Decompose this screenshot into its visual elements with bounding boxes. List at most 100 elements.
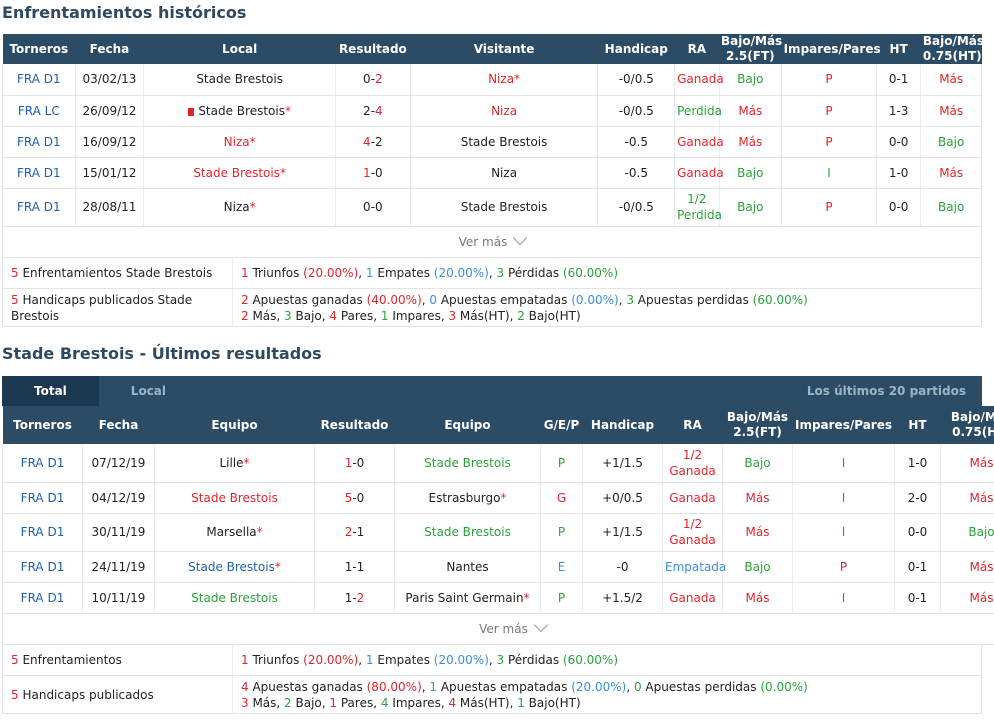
column-header: Fecha	[82, 406, 155, 444]
odd-even-value: I	[841, 590, 846, 605]
league-link[interactable]: FRA LC	[17, 103, 60, 118]
league-link[interactable]: FRA D1	[20, 590, 65, 605]
table-cell: I	[792, 482, 895, 514]
odd-even-value: P	[839, 559, 848, 574]
league-link[interactable]: FRA D1	[20, 525, 65, 539]
table-cell: Más	[722, 482, 793, 514]
summary-text: Apuestas perdidas	[633, 292, 753, 307]
score-separator: -	[370, 165, 376, 180]
tab-total[interactable]: Total	[2, 376, 99, 406]
team-name[interactable]: Stade Brestois	[460, 200, 548, 214]
league-link[interactable]: FRA D1	[17, 200, 61, 214]
h2h-table: Torneros Fecha Local Resultado Visitante Hand…	[2, 34, 984, 258]
team-name[interactable]: Niza	[488, 72, 515, 87]
table-cell: 1-0	[335, 157, 411, 189]
score-away: 2	[375, 134, 383, 149]
table-cell: P	[540, 513, 583, 552]
league-link[interactable]: FRA D1	[17, 72, 61, 87]
table-cell: 1-2	[314, 582, 395, 614]
odd-even-value: P	[825, 200, 833, 214]
column-header: G/E/P	[540, 406, 583, 444]
team-name[interactable]: Niza	[491, 103, 518, 118]
star-marker: *	[249, 200, 256, 214]
league-link[interactable]: FRA D1	[20, 455, 65, 470]
team-name[interactable]: Stade Brestois	[196, 72, 283, 87]
table-cell: Más	[920, 64, 982, 96]
match-date: 04/12/19	[91, 490, 146, 505]
table-cell: +0/0.5	[582, 482, 663, 514]
table-cell: -0	[582, 551, 663, 583]
summary-text: (80.00%)	[366, 679, 422, 694]
team-name[interactable]: Stade Brestois	[191, 490, 278, 505]
table-cell: 28/08/11	[74, 188, 144, 227]
table-cell: Bajo	[940, 513, 994, 552]
score-separator: -	[370, 72, 376, 87]
ht-over-under-value: Más	[969, 559, 994, 574]
table-cell: 0-2	[335, 64, 411, 96]
team-name[interactable]: Paris Saint Germain	[405, 590, 524, 605]
team-name[interactable]: Stade Brestois	[191, 590, 278, 605]
team-name[interactable]: Nantes	[446, 559, 489, 574]
summary-text: Apuestas ganadas	[248, 679, 367, 694]
table-row: FRA D1 10/11/19 Stade Brestois 1-2 Paris Sai…	[2, 582, 994, 614]
table-cell: P	[540, 444, 583, 483]
league-link[interactable]: FRA D1	[17, 134, 61, 149]
handicap-value: -0/0.5	[618, 200, 654, 214]
column-header: Handicap	[582, 406, 663, 444]
summary-text: ,	[421, 679, 430, 694]
score-home: 0	[363, 200, 371, 214]
team-name[interactable]: Niza	[223, 200, 250, 214]
odd-even-value: I	[827, 165, 831, 180]
table-cell: 16/09/12	[74, 126, 144, 158]
show-more-row[interactable]: Ver más	[2, 613, 994, 645]
recent-table: Torneros Fecha Equipo Resultado Equipo G/E/P H…	[2, 406, 994, 645]
over-under-value: Más	[745, 525, 770, 539]
summary-text: (20.00%)	[303, 265, 359, 280]
team-name[interactable]: Stade Brestois	[460, 134, 548, 149]
show-more-button[interactable]: Ver más	[2, 613, 994, 645]
league-link[interactable]: FRA D1	[20, 490, 65, 505]
team-name[interactable]: Stade Brestois	[424, 525, 511, 539]
table-cell: Stade Brestois	[143, 64, 336, 96]
team-name[interactable]: Estrasburgo	[428, 490, 501, 505]
table-cell: 30/11/19	[82, 513, 155, 552]
match-date: 03/02/13	[82, 72, 137, 87]
score-home: 2	[344, 525, 353, 539]
team-name[interactable]: Stade Brestois	[188, 559, 275, 574]
league-link[interactable]: FRA D1	[17, 165, 61, 180]
table-cell: 0-0	[875, 126, 921, 158]
table-cell: Paris Saint Germain*	[394, 582, 541, 614]
handicap-value: -0/0.5	[618, 103, 654, 118]
table-cell: Ganada	[662, 582, 723, 614]
star-marker: *	[279, 165, 286, 180]
summary-results: 1 Triunfos (20.00%), 1 Empates (20.00%),…	[232, 257, 982, 289]
score-separator: -	[352, 455, 357, 470]
table-cell: FRA LC	[2, 95, 76, 127]
summary-text: (20.00%)	[433, 265, 489, 280]
table-cell: 1/2 Ganada	[662, 444, 723, 483]
team-name[interactable]: Stade Brestois	[198, 103, 285, 118]
team-name[interactable]: Niza	[223, 134, 250, 149]
last-matches-selector[interactable]: Los últimos 20 partidos	[806, 384, 966, 398]
show-more-button[interactable]: Ver más	[2, 226, 982, 258]
team-name[interactable]: Marsella	[206, 525, 257, 539]
halftime-score: 1-0	[907, 455, 928, 470]
table-cell: FRA D1	[2, 188, 76, 227]
table-cell: Perdida	[674, 95, 722, 127]
team-name[interactable]: Niza	[491, 165, 518, 180]
odd-even-value: I	[841, 455, 846, 470]
over-under-value: Bajo	[744, 559, 771, 574]
tab-local[interactable]: Local	[130, 384, 167, 398]
chevron-down-icon	[513, 230, 528, 245]
score-away: 0	[356, 455, 365, 470]
team-name[interactable]: Lille	[219, 455, 244, 470]
table-cell: -0/0.5	[597, 188, 675, 227]
team-name[interactable]: Stade Brestois	[424, 455, 511, 470]
show-more-row[interactable]: Ver más	[2, 226, 982, 258]
table-cell: Más	[940, 444, 994, 483]
summary-text: 0	[633, 679, 642, 694]
table-row: FRA LC 26/09/12 Stade Brestois* 2-4 Niza -0/0…	[2, 95, 982, 127]
league-link[interactable]: FRA D1	[20, 559, 65, 574]
team-name[interactable]: Stade Brestois	[193, 165, 280, 180]
halftime-score: 0-0	[888, 134, 909, 149]
